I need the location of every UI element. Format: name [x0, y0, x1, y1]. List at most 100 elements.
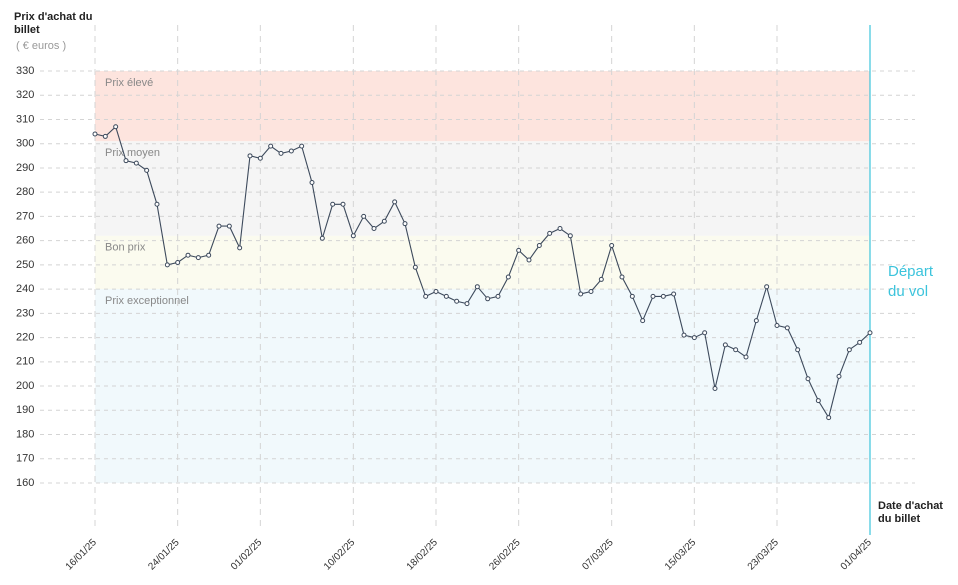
y-tick-label: 270	[16, 210, 34, 222]
price-point	[846, 347, 852, 353]
y-tick-label: 190	[16, 404, 34, 416]
price-point	[526, 257, 532, 263]
x-tick-label: 07/03/25	[580, 537, 616, 573]
x-tick-label: 01/02/25	[229, 537, 265, 573]
price-point	[216, 223, 222, 229]
price-point	[381, 218, 387, 224]
price-point	[609, 242, 615, 248]
price-point	[392, 199, 398, 205]
y-tick-label: 290	[16, 162, 34, 174]
x-tick-label: 01/04/25	[839, 537, 875, 573]
price-point	[836, 373, 842, 379]
price-point	[774, 322, 780, 328]
price-point	[350, 233, 356, 239]
price-point	[175, 259, 181, 265]
band-label: Prix élevé	[105, 77, 153, 89]
price-point	[650, 293, 656, 299]
price-point	[795, 347, 801, 353]
y-tick-label: 300	[16, 138, 34, 150]
price-point	[784, 325, 790, 331]
price-point	[681, 332, 687, 338]
price-point	[733, 347, 739, 353]
price-point	[485, 296, 491, 302]
price-point	[433, 289, 439, 295]
price-point	[464, 301, 470, 307]
price-point	[857, 339, 863, 345]
x-tick-label: 26/02/25	[487, 537, 523, 573]
price-band	[95, 141, 870, 236]
price-point	[195, 255, 201, 261]
y-tick-label: 220	[16, 331, 34, 343]
price-point	[557, 226, 563, 232]
y-tick-label: 330	[16, 65, 34, 77]
price-point	[268, 143, 274, 149]
band-label: Prix exceptionnel	[105, 295, 189, 307]
price-point	[547, 230, 553, 236]
price-point	[361, 213, 367, 219]
price-point	[629, 293, 635, 299]
price-point	[505, 274, 511, 280]
y-tick-label: 250	[16, 259, 34, 271]
price-point	[722, 342, 728, 348]
price-point	[402, 221, 408, 227]
price-point	[257, 155, 263, 161]
price-point	[185, 252, 191, 258]
price-point	[113, 124, 119, 130]
price-point	[423, 293, 429, 299]
price-point	[867, 330, 873, 336]
price-point	[102, 133, 108, 139]
price-point	[144, 167, 150, 173]
price-point	[753, 318, 759, 324]
price-point	[330, 201, 336, 207]
y-tick-label: 310	[16, 113, 34, 125]
price-point	[371, 226, 377, 232]
x-tick-label: 16/01/25	[64, 537, 100, 573]
price-point	[588, 289, 594, 295]
price-line	[94, 125, 871, 419]
price-point	[237, 245, 243, 251]
band-label: Prix moyen	[105, 147, 160, 159]
price-point	[619, 274, 625, 280]
price-point	[536, 242, 542, 248]
x-tick-label: 18/02/25	[405, 537, 441, 573]
price-point	[712, 385, 718, 391]
price-point	[299, 143, 305, 149]
price-point	[474, 284, 480, 290]
price-point	[164, 262, 170, 268]
price-band	[95, 235, 870, 290]
price-point	[340, 201, 346, 207]
price-point	[578, 291, 584, 297]
y-tick-label: 200	[16, 380, 34, 392]
price-point	[92, 131, 98, 137]
price-point	[454, 298, 460, 304]
price-point	[660, 293, 666, 299]
y-tick-label: 230	[16, 307, 34, 319]
price-point	[640, 318, 646, 324]
y-tick-label: 180	[16, 428, 34, 440]
y-tick-label: 260	[16, 235, 34, 247]
price-point	[288, 148, 294, 154]
price-point	[319, 235, 325, 241]
x-tick-label: 23/03/25	[746, 537, 782, 573]
price-point	[247, 153, 253, 159]
price-point	[443, 293, 449, 299]
x-tick-label: 15/03/25	[663, 537, 699, 573]
price-point	[826, 415, 832, 421]
price-point	[805, 376, 811, 382]
y-tick-label: 210	[16, 356, 34, 368]
y-tick-label: 160	[16, 477, 34, 489]
price-point	[133, 160, 139, 166]
price-point	[309, 179, 315, 185]
y-axis-label: Prix d'achat du billet	[14, 11, 93, 36]
price-point	[154, 201, 160, 207]
x-axis-label: Date d'achat du billet	[878, 500, 943, 525]
price-point	[671, 291, 677, 297]
price-point	[495, 293, 501, 299]
y-tick-label: 320	[16, 89, 34, 101]
x-tick-label: 24/01/25	[146, 537, 182, 573]
y-tick-label: 280	[16, 186, 34, 198]
y-axis-unit: ( € euros )	[16, 40, 67, 52]
price-point	[702, 330, 708, 336]
price-point	[206, 252, 212, 258]
